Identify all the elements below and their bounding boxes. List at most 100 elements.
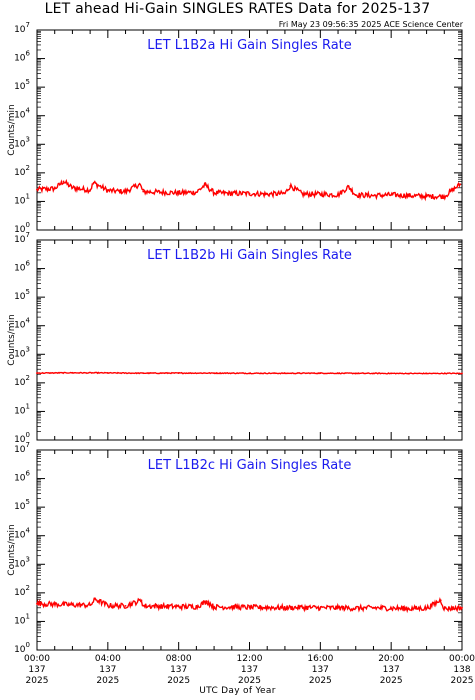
panel-title-3: LET L1B2c Hi Gain Singles Rate	[148, 458, 352, 473]
data-point	[36, 372, 38, 374]
plot-frame-2	[36, 239, 463, 441]
x-tick-label-time: 00:00	[449, 654, 475, 664]
data-point	[266, 193, 269, 196]
x-tick-label-time: 04:00	[95, 654, 121, 664]
data-point	[425, 372, 428, 375]
y-tick-label: 105	[14, 498, 30, 512]
x-tick-label-year: 2025	[167, 676, 190, 686]
data-point	[443, 607, 446, 610]
generation-timestamp: Fri May 23 09:56:35 2025 ACE Science Cen…	[278, 20, 463, 29]
data-point	[266, 606, 269, 609]
data-point	[195, 191, 198, 194]
data-point	[354, 607, 357, 610]
data-point	[248, 192, 251, 195]
x-axis-title: UTC Day of Year	[199, 686, 276, 696]
data-point	[301, 606, 304, 609]
data-point	[177, 372, 180, 374]
data-point	[459, 183, 462, 186]
data-point	[425, 607, 428, 610]
panel-title-1: LET L1B2a Hi Gain Singles Rate	[147, 38, 352, 53]
data-point	[425, 195, 428, 198]
data-point	[301, 193, 304, 196]
data-point	[372, 606, 375, 609]
data-point	[71, 186, 74, 189]
data-point	[89, 189, 92, 191]
x-tick-label-time: 20:00	[378, 654, 404, 664]
x-tick-label-time: 12:00	[237, 654, 263, 664]
data-point	[142, 372, 145, 375]
data-point	[62, 180, 65, 183]
data-point	[53, 603, 56, 606]
series-line-1	[36, 178, 461, 202]
y-tick-label: 101	[14, 402, 30, 416]
x-tick-label-year: 2025	[238, 676, 261, 686]
x-tick-label-day: 137	[383, 665, 400, 675]
data-point	[71, 371, 74, 374]
data-point	[230, 192, 233, 195]
y-tick-label: 105	[14, 288, 30, 302]
x-tick-label-year: 2025	[96, 676, 119, 686]
data-point	[407, 194, 410, 197]
y-axis-label: Counts/min	[7, 524, 17, 575]
data-point	[138, 183, 141, 186]
y-axis-label: Counts/min	[7, 314, 17, 365]
data-point	[407, 607, 410, 610]
data-point	[284, 606, 286, 609]
x-tick-label-year: 2025	[380, 676, 403, 686]
y-tick-label: 106	[14, 470, 30, 484]
data-point	[319, 193, 322, 196]
plot-frame-3	[36, 449, 463, 651]
data-point	[319, 606, 322, 609]
x-tick-label-day: 137	[241, 665, 258, 675]
y-axis-label: Counts/min	[7, 104, 17, 155]
data-point	[160, 605, 162, 608]
x-tick-label-time: 08:00	[166, 654, 192, 664]
series-line-3	[36, 597, 463, 614]
data-point	[206, 600, 208, 603]
data-point	[284, 372, 286, 375]
x-tick-label-day: 137	[99, 665, 116, 675]
data-point	[124, 604, 127, 607]
y-tick-label: 106	[14, 260, 30, 274]
data-point	[372, 194, 375, 197]
data-point	[142, 604, 145, 607]
y-tick-label: 100	[14, 641, 30, 655]
x-tick-label-day: 137	[28, 665, 45, 675]
x-tick-label-day: 137	[170, 665, 187, 675]
data-point	[443, 195, 446, 198]
data-point	[248, 606, 251, 609]
data-point	[354, 193, 357, 196]
data-point	[213, 372, 215, 375]
data-point	[461, 372, 463, 375]
data-point	[204, 183, 207, 186]
x-tick-label-day: 138	[453, 665, 470, 675]
data-point	[213, 606, 215, 608]
y-tick-label: 101	[14, 612, 30, 626]
y-tick-label: 101	[14, 192, 30, 206]
x-tick-label-year: 2025	[309, 676, 332, 686]
data-point	[177, 191, 180, 194]
data-point	[354, 372, 357, 375]
data-point	[124, 190, 127, 193]
data-point	[71, 603, 74, 606]
data-point	[106, 372, 109, 374]
data-point	[213, 191, 215, 194]
x-tick-label-year: 2025	[451, 676, 474, 686]
x-tick-label-day: 137	[312, 665, 329, 675]
data-point	[390, 193, 393, 196]
data-point	[284, 192, 286, 195]
data-point	[390, 607, 393, 610]
data-point	[439, 599, 442, 602]
y-tick-label: 102	[14, 164, 30, 178]
page-title: LET ahead Hi-Gain SINGLES RATES Data for…	[44, 1, 431, 17]
data-point	[142, 190, 145, 193]
y-tick-label: 102	[14, 584, 30, 598]
data-point	[36, 188, 38, 191]
data-point	[347, 185, 350, 188]
data-point	[195, 605, 198, 608]
data-point	[461, 606, 463, 609]
y-tick-label: 105	[14, 78, 30, 92]
data-point	[160, 191, 162, 194]
data-point	[319, 372, 322, 375]
